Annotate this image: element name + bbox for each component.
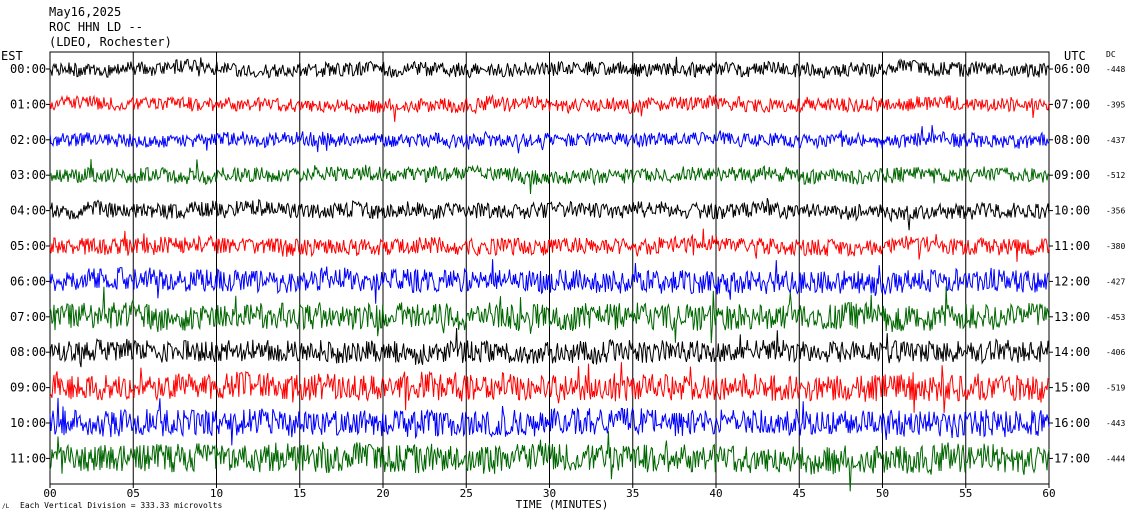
utc-time-label: 08:00: [1054, 133, 1090, 147]
chart-network: (LDEO, Rochester): [49, 35, 172, 49]
est-time-label: 04:00: [10, 204, 46, 218]
left-axis-title: EST: [1, 49, 23, 63]
trace-line: [49, 125, 1050, 154]
trace-line: [49, 397, 1050, 446]
utc-time-label: 12:00: [1054, 274, 1090, 288]
utc-time-label: 16:00: [1054, 416, 1090, 430]
trace-line: [49, 56, 1050, 79]
utc-time-label: 10:00: [1054, 204, 1090, 218]
trace-line: [49, 93, 1050, 122]
est-time-label: 06:00: [10, 274, 46, 288]
dc-offset-label: -395: [1106, 100, 1125, 109]
utc-time-label: 11:00: [1054, 239, 1090, 253]
x-tick-label: 55: [959, 487, 972, 500]
utc-time-label: 17:00: [1054, 451, 1090, 465]
est-time-label: 03:00: [10, 168, 46, 182]
utc-time-label: 06:00: [1054, 62, 1090, 76]
x-tick-label: 20: [376, 487, 389, 500]
x-tick-label: 30: [543, 487, 556, 500]
est-time-label: 01:00: [10, 97, 46, 111]
scale-note: Each Vertical Division = 333.33 microvol…: [20, 501, 223, 510]
est-time-label: 11:00: [10, 451, 46, 465]
trace-line: [49, 327, 1050, 368]
utc-time-label: 15:00: [1054, 381, 1090, 395]
x-tick-label: 15: [293, 487, 306, 500]
est-time-label: 02:00: [10, 133, 46, 147]
est-time-label: 09:00: [10, 381, 46, 395]
dc-offset-label: -443: [1106, 419, 1125, 428]
trace-line: [49, 228, 1050, 262]
chart-date: May16,2025: [49, 5, 122, 19]
utc-time-label: 09:00: [1054, 168, 1090, 182]
trace-line: [49, 159, 1050, 195]
utc-time-label: 13:00: [1054, 310, 1090, 324]
x-axis-label: TIME (MINUTES): [516, 498, 609, 511]
trace-line: [49, 362, 1050, 413]
dc-offset-label: -444: [1106, 454, 1125, 463]
x-tick-label: 40: [709, 487, 722, 500]
dc-offset-label: -356: [1106, 207, 1125, 216]
trace-line: [49, 431, 1050, 492]
trace-line: [49, 286, 1050, 344]
trace-line: [49, 198, 1050, 231]
x-tick-label: 00: [43, 487, 56, 500]
x-tick-label: 05: [127, 487, 140, 500]
x-tick-label: 60: [1042, 487, 1055, 500]
dc-offset-label: -380: [1106, 242, 1125, 251]
dc-offset-label: -453: [1106, 313, 1125, 322]
dc-offset-label: -512: [1106, 171, 1125, 180]
utc-time-label: 14:00: [1054, 345, 1090, 359]
est-time-label: 07:00: [10, 310, 46, 324]
est-time-label: 05:00: [10, 239, 46, 253]
dc-offset-label: -448: [1106, 65, 1125, 74]
trace-line: [49, 259, 1050, 304]
corner-mark: /L: [2, 503, 10, 510]
est-time-label: 08:00: [10, 345, 46, 359]
est-time-label: 00:00: [10, 62, 46, 76]
utc-time-label: 07:00: [1054, 97, 1090, 111]
est-time-label: 10:00: [10, 416, 46, 430]
right-axis-title: UTC: [1064, 49, 1086, 63]
x-tick-label: 25: [460, 487, 473, 500]
dc-offset-label: -519: [1106, 384, 1125, 393]
x-tick-label: 45: [793, 487, 806, 500]
dc-offset-label: -427: [1106, 277, 1125, 286]
dc-offset-label: -406: [1106, 348, 1125, 357]
dc-offset-label: -437: [1106, 136, 1125, 145]
chart-station: ROC HHN LD --: [49, 20, 143, 34]
x-tick-label: 10: [210, 487, 223, 500]
x-tick-label: 35: [626, 487, 639, 500]
x-tick-label: 50: [876, 487, 889, 500]
dc-axis-title: DC: [1106, 50, 1116, 59]
